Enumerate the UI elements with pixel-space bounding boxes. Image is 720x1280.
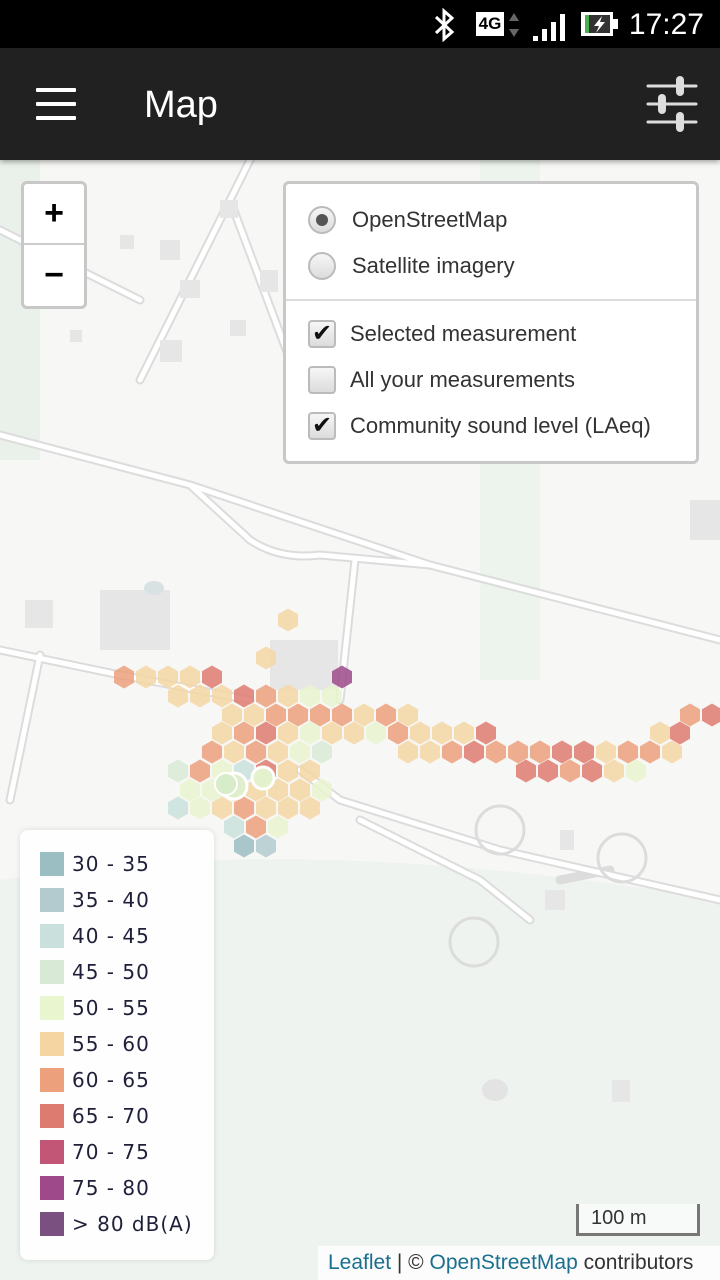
legend-label: 40 - 45 [72, 924, 150, 948]
map-view[interactable]: + − OpenStreetMap Satellite imagery ✔ Se… [0, 160, 720, 1280]
legend-item: 75 - 80 [20, 1170, 214, 1206]
legend-swatch [40, 1212, 64, 1236]
legend-label: 60 - 65 [72, 1068, 150, 1092]
legend-swatch [40, 852, 64, 876]
bluetooth-icon [434, 8, 455, 42]
attribution-suffix: contributors [577, 1251, 694, 1274]
legend-swatch [40, 888, 64, 912]
legend-swatch [40, 1104, 64, 1128]
page-title: Map [144, 84, 218, 126]
legend-swatch [40, 924, 64, 948]
openstreetmap-link[interactable]: OpenStreetMap [429, 1251, 578, 1274]
legend-swatch [40, 960, 64, 984]
legend-item: 50 - 55 [20, 990, 214, 1026]
layer-label: All your measurements [350, 367, 575, 392]
signal-icon [533, 14, 565, 41]
legend-item: 35 - 40 [20, 882, 214, 918]
attribution-separator: | © [391, 1251, 430, 1274]
tune-sliders-icon[interactable] [646, 76, 698, 132]
overlay-selected-measurement[interactable]: ✔ Selected measurement [308, 320, 576, 348]
legend-item: 30 - 35 [20, 846, 214, 882]
legend-label: 30 - 35 [72, 852, 150, 876]
legend-label: 35 - 40 [72, 888, 150, 912]
layers-control: OpenStreetMap Satellite imagery ✔ Select… [283, 181, 699, 464]
divider [286, 299, 696, 301]
legend-label: 75 - 80 [72, 1176, 150, 1200]
zoom-control: + − [21, 181, 87, 309]
battery-charging-icon [581, 12, 618, 36]
map-attribution: Leaflet | © OpenStreetMap contributors [318, 1246, 720, 1280]
checkbox-checked[interactable]: ✔ [308, 320, 336, 348]
legend-label: 70 - 75 [72, 1140, 150, 1164]
layer-label: OpenStreetMap [352, 207, 508, 232]
status-bar: 4G 17:27 [0, 0, 720, 48]
hamburger-menu-icon[interactable] [36, 88, 76, 120]
checkbox-checked[interactable]: ✔ [308, 412, 336, 440]
app-bar: Map [0, 48, 720, 160]
4g-icon: 4G [476, 12, 504, 36]
legend-swatch [40, 1068, 64, 1092]
leaflet-link[interactable]: Leaflet [328, 1251, 392, 1274]
sound-level-hexbins [114, 608, 720, 858]
clock: 17:27 [628, 8, 704, 41]
zoom-out-button[interactable]: − [44, 256, 64, 294]
legend-item: 70 - 75 [20, 1134, 214, 1170]
sound-level-legend: 30 - 35 35 - 40 40 - 45 45 - 50 50 - 55 55 - … [20, 830, 214, 1260]
legend-item: 65 - 70 [20, 1098, 214, 1134]
radio-button[interactable] [308, 252, 336, 280]
base-layer-openstreetmap[interactable]: OpenStreetMap [308, 206, 507, 234]
network-arrows-icon [509, 13, 519, 37]
base-layer-satellite[interactable]: Satellite imagery [308, 252, 515, 280]
legend-item: > 80 dB(A) [20, 1206, 214, 1242]
legend-swatch [40, 996, 64, 1020]
layer-label: Selected measurement [350, 321, 577, 346]
checkbox-unchecked[interactable] [308, 366, 336, 394]
legend-item: 55 - 60 [20, 1026, 214, 1062]
legend-swatch [40, 1032, 64, 1056]
radio-button[interactable] [308, 206, 336, 234]
legend-item: 60 - 65 [20, 1062, 214, 1098]
legend-swatch [40, 1140, 64, 1164]
legend-label: 45 - 50 [72, 960, 150, 984]
legend-item: 40 - 45 [20, 918, 214, 954]
legend-label: 65 - 70 [72, 1104, 150, 1128]
legend-label: 55 - 60 [72, 1032, 150, 1056]
scale-bar: 100 m [576, 1204, 700, 1236]
zoom-in-button[interactable]: + [24, 184, 84, 245]
legend-item: 45 - 50 [20, 954, 214, 990]
overlay-all-measurements[interactable]: All your measurements [308, 366, 575, 394]
legend-label: 50 - 55 [72, 996, 150, 1020]
legend-label: > 80 dB(A) [72, 1212, 193, 1236]
layer-label: Community sound level (LAeq) [350, 413, 651, 438]
layer-label: Satellite imagery [352, 253, 515, 278]
overlay-community-sound-level[interactable]: ✔ Community sound level (LAeq) [308, 412, 651, 440]
legend-swatch [40, 1176, 64, 1200]
